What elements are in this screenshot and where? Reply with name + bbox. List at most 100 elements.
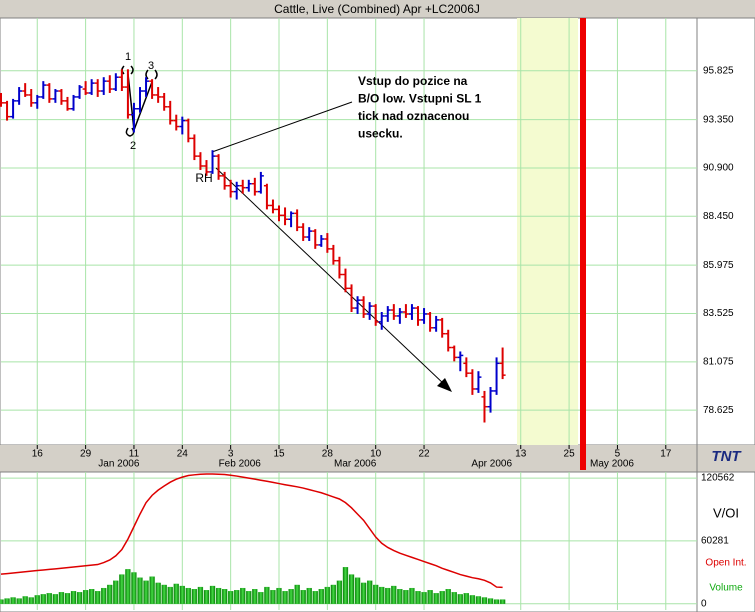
ohlc-bar — [390, 304, 397, 320]
volume-bar — [360, 582, 367, 604]
ohlc-bar — [457, 351, 464, 372]
ohlc-bar — [40, 81, 47, 99]
volume-bar — [95, 591, 101, 604]
volume-bar — [391, 585, 397, 604]
volume-bar — [499, 599, 506, 604]
annotation: RH — [195, 171, 212, 185]
month-label: Feb 2006 — [219, 459, 262, 470]
ohlc-bar — [294, 209, 301, 232]
volume-bar — [76, 592, 83, 604]
ohlc-bar — [4, 100, 11, 121]
volume-bar — [113, 580, 119, 604]
ohlc-bar — [215, 154, 222, 180]
ohlc-bar — [481, 390, 488, 423]
y-tick-label: 85.975 — [703, 260, 734, 271]
volume-bar — [469, 595, 476, 604]
ohlc-bar — [469, 369, 476, 395]
ohlc-bar — [221, 171, 228, 190]
volume-bar — [288, 589, 294, 604]
volume-bar — [445, 589, 451, 604]
x-tick-label: 25 — [564, 449, 576, 460]
volume-bar — [264, 586, 270, 604]
note-line: tick nad oznacenou — [358, 109, 469, 123]
volume-bar — [125, 569, 131, 604]
ohlc-bar — [124, 69, 131, 119]
ohlc-bar — [203, 160, 210, 176]
ohlc-bar — [445, 329, 452, 352]
ohlc-bar — [143, 77, 150, 97]
ohlc-bar — [209, 150, 216, 174]
ohlc-bar — [191, 134, 198, 161]
ohlc-bar — [227, 179, 234, 198]
ohlc-bar — [137, 87, 143, 113]
volume-bar — [373, 584, 379, 604]
arrow-line — [215, 167, 446, 386]
y-axis-label: V/OI — [713, 505, 739, 520]
ohlc-bar — [396, 308, 403, 324]
volume-bar — [300, 590, 306, 604]
y-tick-label: 78.625 — [703, 405, 734, 416]
volume-bar — [324, 586, 330, 604]
ohlc-bar — [257, 171, 264, 194]
x-tick-label: 11 — [129, 449, 140, 460]
ohlc-bar — [306, 227, 313, 241]
volume-bar — [481, 597, 488, 604]
volume-bar — [318, 589, 324, 604]
x-tick-label: 24 — [177, 449, 189, 460]
ohlc-bar — [118, 69, 125, 92]
ohlc-bar — [493, 357, 500, 395]
x-tick-label: 17 — [660, 449, 672, 460]
volume-bar — [64, 593, 71, 604]
chart-title: Cattle, Live (Combined) Apr +LC2006J — [274, 2, 480, 16]
volume-bar — [40, 594, 46, 604]
volume-bar — [155, 582, 161, 604]
ohlc-bar — [384, 306, 391, 322]
annotation: 2 — [130, 140, 136, 152]
ohlc-bar — [76, 85, 83, 99]
legend-label: Open Int. — [705, 558, 746, 569]
ohlc-bar — [463, 357, 470, 378]
ohlc-bar — [130, 102, 137, 133]
volume-bar — [143, 580, 149, 604]
ohlc-bar — [173, 114, 180, 131]
volume-bar — [149, 576, 155, 604]
x-tick-label: 3 — [228, 449, 234, 460]
volume-bar — [463, 593, 469, 604]
volume-bar — [101, 587, 107, 604]
volume-bar — [82, 590, 89, 604]
volume-bar — [185, 587, 191, 604]
volume-bar — [10, 597, 16, 604]
volume-bar — [28, 597, 34, 604]
expiry-line-axis — [580, 445, 586, 470]
ohlc-bar — [179, 116, 186, 135]
volume-bar — [415, 591, 421, 604]
volume-bar — [439, 591, 445, 604]
ohlc-bar — [94, 79, 101, 97]
month-label: Mar 2006 — [334, 459, 377, 470]
volume-bar — [22, 596, 28, 604]
volume-bar — [433, 593, 439, 604]
x-tick-label: 5 — [615, 449, 621, 460]
volume-bar — [58, 592, 65, 604]
ohlc-bar — [433, 315, 440, 332]
ohlc-bar — [28, 89, 35, 107]
volume-bar — [70, 591, 77, 604]
volume-bar — [209, 585, 216, 604]
volume-bar — [46, 593, 52, 604]
ohlc-bar — [22, 83, 29, 97]
y-tick-label: 60281 — [701, 536, 729, 547]
x-tick-label: 16 — [32, 449, 44, 460]
month-label: Jan 2006 — [98, 459, 140, 470]
volume-bar — [252, 589, 258, 604]
y-tick-label: 120562 — [701, 473, 735, 484]
volume-bar — [336, 580, 343, 604]
volume-bar — [270, 590, 276, 604]
ohlc-bar — [276, 205, 282, 222]
volume-bar — [173, 583, 179, 604]
ohlc-bar — [106, 75, 113, 93]
ohlc-bar — [0, 92, 4, 107]
note-line: usecku. — [358, 127, 403, 141]
ohlc-bar — [112, 73, 119, 92]
arrow-head — [437, 378, 452, 392]
